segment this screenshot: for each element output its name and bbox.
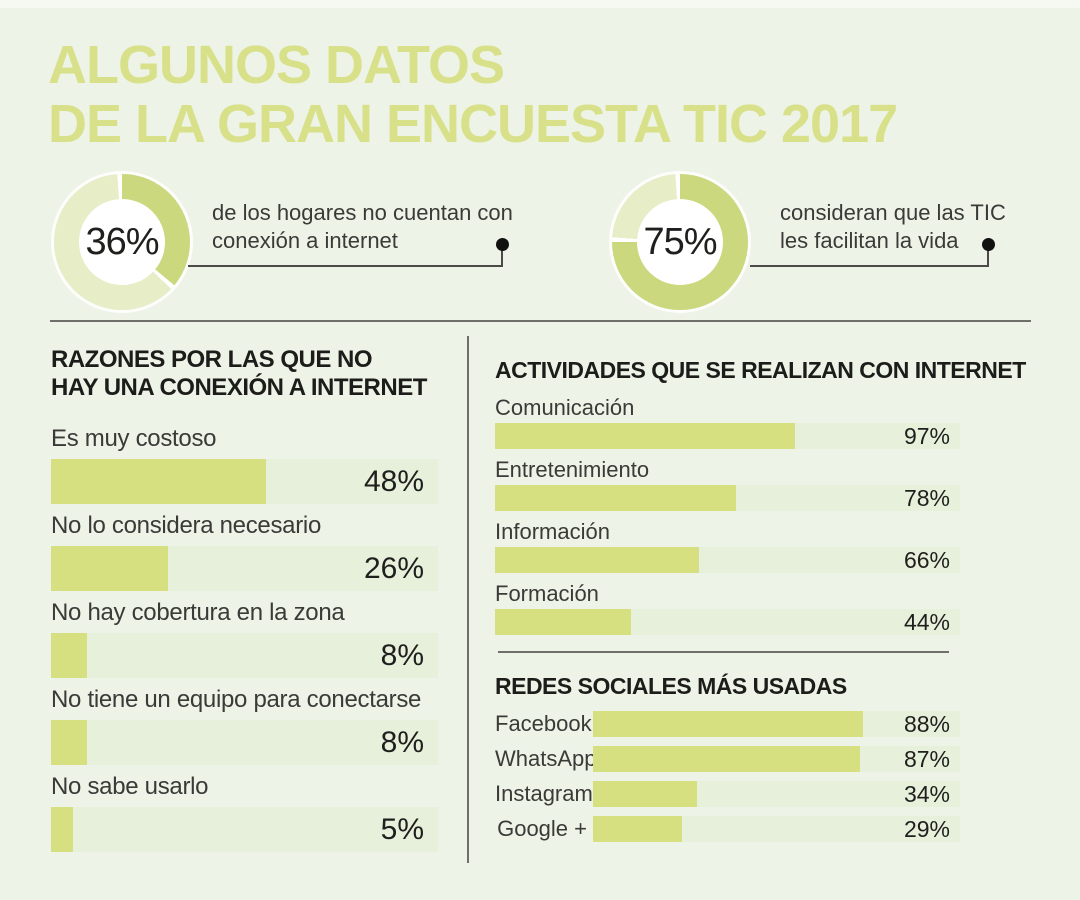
connector-line bbox=[987, 249, 989, 267]
bar-track: 29% bbox=[593, 816, 960, 842]
bar-value: 29% bbox=[903, 816, 950, 842]
bar-label: Información bbox=[495, 519, 610, 544]
connector-line bbox=[750, 265, 989, 267]
bar-label: WhatsApp bbox=[495, 746, 597, 771]
divider-vertical-columns bbox=[467, 336, 469, 863]
page-title: ALGUNOS DATOS DE LA GRAN ENCUESTA TIC 20… bbox=[48, 35, 898, 155]
bar-row: No hay cobertura en la zona 8% bbox=[51, 598, 438, 678]
divider-horizontal-top bbox=[50, 320, 1031, 322]
connector-dot bbox=[496, 238, 509, 251]
donut-caption-no-internet: de los hogares no cuentan con conexión a… bbox=[212, 199, 513, 255]
bar-value: 34% bbox=[903, 781, 950, 807]
bar-track: 5% bbox=[51, 806, 438, 852]
bar-fill bbox=[495, 547, 700, 573]
section-title-line: RAZONES POR LAS QUE NO bbox=[51, 346, 373, 373]
top-strip bbox=[0, 0, 1080, 8]
bar-label: No tiene un equipo para conectarse bbox=[51, 685, 422, 713]
bar-row: Instagram 34% bbox=[495, 781, 960, 807]
donut-caption-tic-life: consideran que las TIC les facilitan la … bbox=[780, 199, 1006, 255]
bar-track: 97% bbox=[495, 423, 960, 449]
bar-row: WhatsApp 87% bbox=[495, 746, 960, 772]
bar-label: No sabe usarlo bbox=[51, 772, 209, 800]
bar-value: 66% bbox=[903, 547, 950, 573]
bar-track: 34% bbox=[593, 781, 960, 807]
bar-label: Formación bbox=[495, 581, 599, 606]
bar-fill bbox=[495, 609, 632, 635]
bar-label: Google + bbox=[497, 816, 587, 841]
section-activities-title: ACTIVIDADES QUE SE REALIZAN CON INTERNET bbox=[495, 357, 1026, 383]
bar-row: Entretenimiento 78% bbox=[495, 457, 960, 511]
bar-fill bbox=[593, 746, 860, 772]
bar-fill bbox=[495, 423, 795, 449]
bar-fill bbox=[495, 485, 737, 511]
bar-track: 87% bbox=[593, 746, 960, 772]
donut-center: 36% bbox=[79, 199, 165, 285]
caption-line: de los hogares no cuentan con bbox=[212, 200, 513, 225]
bar-fill bbox=[593, 711, 863, 737]
bar-track: 44% bbox=[495, 609, 960, 635]
bar-track: 78% bbox=[495, 485, 960, 511]
divider-horizontal-social bbox=[498, 651, 949, 653]
donut-percentage: 36% bbox=[85, 220, 159, 263]
bar-track: 88% bbox=[593, 711, 960, 737]
section-title-line: HAY UNA CONEXIÓN A INTERNET bbox=[51, 373, 427, 401]
bar-row: Comunicación 97% bbox=[495, 395, 960, 449]
bar-row: Información 66% bbox=[495, 519, 960, 573]
donut-percentage: 75% bbox=[643, 220, 717, 263]
bar-value: 26% bbox=[363, 551, 424, 585]
bar-track: 8% bbox=[51, 632, 438, 678]
bar-label: Facebook bbox=[495, 711, 592, 736]
bar-label: Es muy costoso bbox=[51, 424, 217, 452]
bar-row: No lo considera necesario 26% bbox=[51, 511, 438, 591]
bar-label: Entretenimiento bbox=[495, 457, 650, 482]
donut-center: 75% bbox=[637, 199, 723, 285]
bar-value: 78% bbox=[903, 485, 950, 511]
donut-chart-no-internet: 36% bbox=[54, 174, 190, 310]
bar-row: Google + 29% bbox=[495, 816, 960, 842]
bar-row: Es muy costoso 48% bbox=[51, 424, 438, 504]
bar-fill bbox=[593, 816, 682, 842]
connector-dot bbox=[982, 238, 995, 251]
bar-value: 44% bbox=[903, 609, 950, 635]
bar-value: 8% bbox=[380, 725, 424, 759]
bar-value: 97% bbox=[903, 423, 950, 449]
bar-value: 88% bbox=[903, 711, 950, 737]
caption-line: les facilitan la vida bbox=[780, 228, 959, 253]
caption-line: consideran que las TIC bbox=[780, 200, 1006, 225]
connector-line bbox=[501, 249, 503, 267]
bar-fill bbox=[51, 545, 168, 591]
section-reasons: RAZONES POR LAS QUE NO HAY UNA CONEXIÓN … bbox=[51, 346, 438, 859]
bar-label: Instagram bbox=[495, 781, 593, 806]
section-social-title: REDES SOCIALES MÁS USADAS bbox=[495, 673, 847, 699]
bar-row: No tiene un equipo para conectarse 8% bbox=[51, 685, 438, 765]
bar-value: 48% bbox=[363, 464, 424, 498]
bar-fill bbox=[593, 781, 698, 807]
bar-fill bbox=[51, 719, 87, 765]
section-reasons-title: RAZONES POR LAS QUE NO HAY UNA CONEXIÓN … bbox=[51, 346, 438, 402]
bar-fill bbox=[51, 458, 267, 504]
bar-value: 8% bbox=[380, 638, 424, 672]
bar-row: Facebook 88% bbox=[495, 711, 960, 737]
bar-track: 66% bbox=[495, 547, 960, 573]
caption-line: conexión a internet bbox=[212, 228, 398, 253]
bar-fill bbox=[51, 632, 87, 678]
bar-track: 26% bbox=[51, 545, 438, 591]
bar-row: Formación 44% bbox=[495, 581, 960, 635]
bar-value: 87% bbox=[903, 746, 950, 772]
bar-row: No sabe usarlo 5% bbox=[51, 772, 438, 852]
bar-label: No hay cobertura en la zona bbox=[51, 598, 345, 626]
bar-fill bbox=[51, 806, 74, 852]
donut-chart-tic-life: 75% bbox=[612, 174, 748, 310]
section-activities: ACTIVIDADES QUE SE REALIZAN CON INTERNET… bbox=[495, 357, 1026, 851]
page-title-line1: ALGUNOS DATOS bbox=[48, 35, 505, 95]
bar-track: 48% bbox=[51, 458, 438, 504]
page-title-line2: DE LA GRAN ENCUESTA TIC 2017 bbox=[48, 94, 898, 155]
bar-track: 8% bbox=[51, 719, 438, 765]
bar-label: No lo considera necesario bbox=[51, 511, 321, 539]
bar-value: 5% bbox=[380, 812, 424, 846]
connector-line bbox=[188, 265, 503, 267]
bar-label: Comunicación bbox=[495, 395, 635, 420]
